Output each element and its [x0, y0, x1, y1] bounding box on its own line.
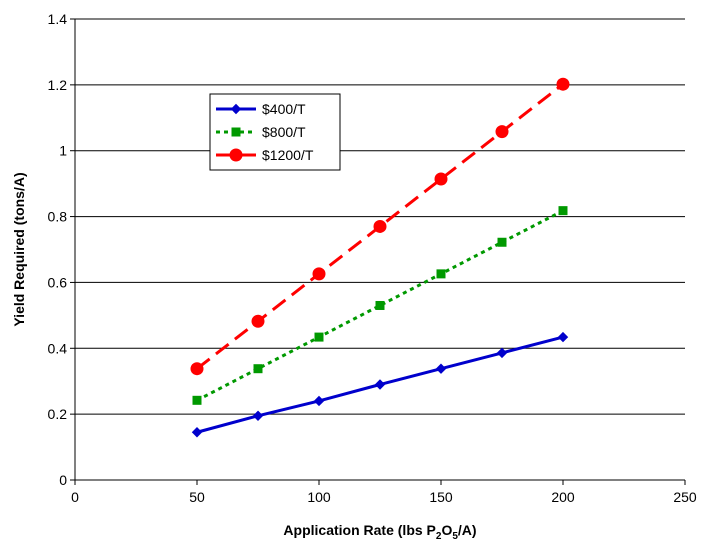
data-point — [375, 300, 385, 310]
x-tick-label: 50 — [189, 489, 205, 505]
tick-labels: 0 0.2 0.4 0.6 0.8 1 1.2 1.4 0 50 100 150 200 250 — [48, 11, 697, 505]
data-point — [373, 219, 387, 233]
x-axis-title: Application Rate (lbs P2O5/A) — [283, 522, 476, 542]
legend-marker — [229, 148, 243, 162]
data-point — [557, 331, 569, 343]
data-point — [190, 362, 204, 376]
legend-label: $400/T — [262, 101, 306, 117]
y-tick-label: 0.4 — [48, 340, 68, 356]
y-tick-label: 1.4 — [48, 11, 68, 27]
legend-label: $1200/T — [262, 147, 314, 163]
data-point — [435, 363, 447, 374]
data-point — [251, 314, 265, 328]
legend-marker — [230, 103, 242, 115]
data-point — [436, 269, 446, 279]
x-tick-label: 150 — [429, 489, 453, 505]
series-3 — [190, 77, 570, 376]
axes — [70, 18, 686, 485]
data-point — [558, 206, 568, 216]
data-point — [556, 77, 570, 91]
data-point — [192, 395, 202, 405]
y-tick-label: 0.2 — [48, 406, 68, 422]
y-tick-label: 0.8 — [48, 209, 68, 225]
x-tick-label: 250 — [673, 489, 697, 505]
y-tick-label: 0.6 — [48, 274, 68, 290]
x-tick-label: 100 — [307, 489, 331, 505]
data-point — [434, 172, 448, 186]
data-series — [190, 77, 570, 438]
data-point — [495, 125, 509, 139]
legend-marker — [231, 127, 241, 137]
data-point — [314, 332, 324, 342]
data-point — [191, 427, 203, 438]
data-point — [374, 379, 386, 390]
data-point — [496, 347, 508, 359]
y-axis-title: Yield Required (tons/A) — [11, 172, 27, 326]
data-point — [497, 237, 507, 247]
data-point — [252, 410, 264, 421]
legend: $400/T $800/T $1200/T — [209, 93, 341, 171]
data-point — [312, 267, 326, 281]
legend-label: $800/T — [262, 124, 306, 140]
data-point — [253, 364, 263, 374]
y-tick-label: 0 — [59, 472, 67, 488]
series-1 — [191, 331, 569, 438]
x-tick-label: 0 — [71, 489, 79, 505]
x-tick-label: 200 — [551, 489, 575, 505]
series-2 — [192, 206, 568, 405]
y-tick-label: 1 — [59, 143, 67, 159]
grid-lines — [75, 18, 685, 415]
data-point — [313, 395, 325, 407]
y-tick-label: 1.2 — [48, 77, 68, 93]
